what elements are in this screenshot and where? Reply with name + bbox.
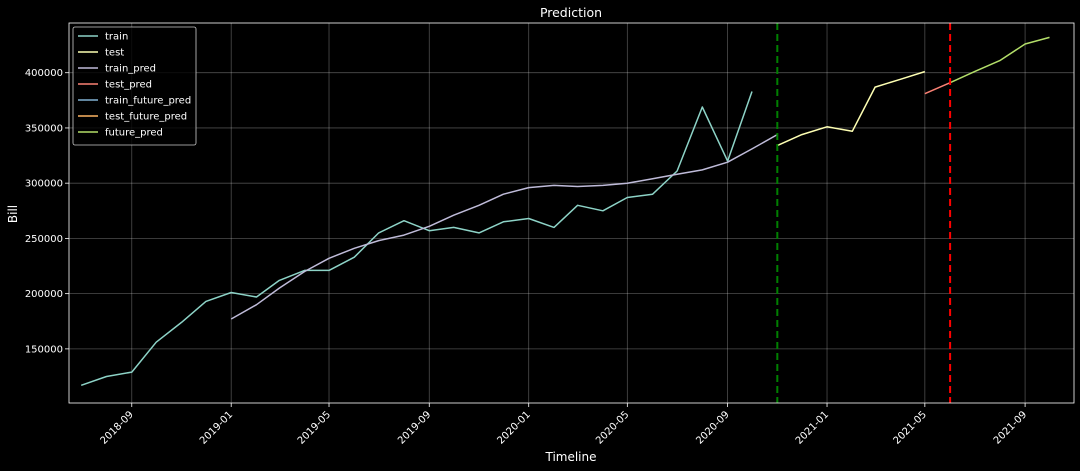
chart-title: Prediction xyxy=(540,5,602,20)
y-tick-label: 300000 xyxy=(25,179,63,190)
series-line-future_pred xyxy=(949,36,1050,84)
series-line-train_pred xyxy=(230,133,778,320)
plot-frame xyxy=(68,22,1075,404)
legend-label: test xyxy=(105,48,124,59)
y-tick-label: 250000 xyxy=(25,234,63,245)
y-axis-label: Bill xyxy=(6,205,20,223)
legend-label: future_pred xyxy=(105,128,163,139)
y-tick-label: 400000 xyxy=(25,68,63,79)
legend-label: test_pred xyxy=(105,80,152,91)
legend-label: train_pred xyxy=(105,64,156,75)
series-line-test xyxy=(776,70,926,147)
series-lines xyxy=(80,36,1050,387)
legend: train test train_pred test_pred train_future… xyxy=(72,26,197,146)
legend-label: train xyxy=(105,32,128,43)
series-line-train xyxy=(80,91,753,387)
legend-box xyxy=(72,26,197,146)
x-axis-label: Timeline xyxy=(544,450,596,464)
y-tick-label: 150000 xyxy=(25,344,63,355)
vertical-markers xyxy=(776,23,952,403)
legend-label: train_future_pred xyxy=(105,96,191,107)
series-line-test_pred xyxy=(924,82,951,95)
y-tick-label: 200000 xyxy=(25,289,63,300)
y-tick-label: 350000 xyxy=(25,123,63,134)
legend-label: test_future_pred xyxy=(105,112,187,123)
grid xyxy=(69,23,1074,403)
